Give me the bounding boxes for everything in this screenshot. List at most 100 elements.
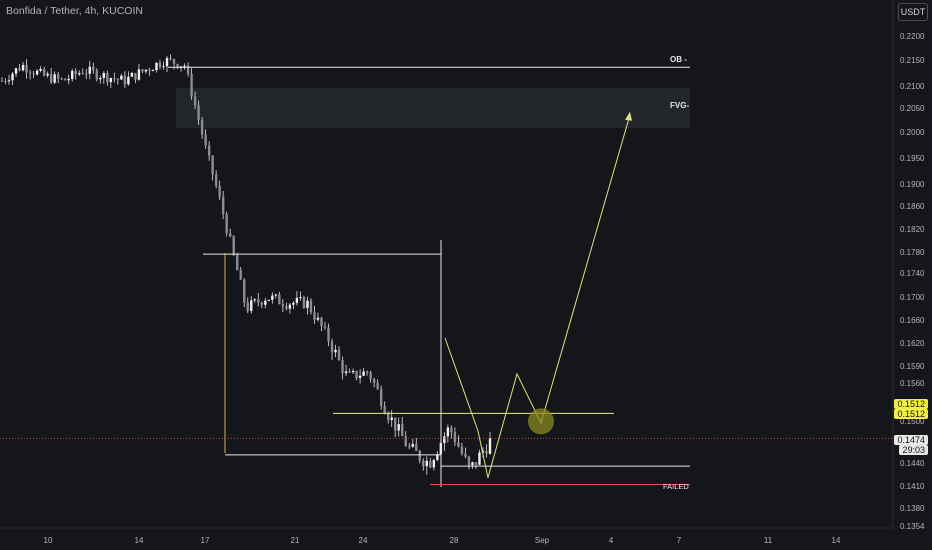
candle-body (288, 304, 292, 309)
candle-body (341, 359, 344, 374)
candle-body (309, 300, 313, 313)
time-tick-label: 17 (201, 536, 210, 545)
candle-body (485, 451, 488, 454)
candle-body (408, 446, 411, 448)
candle-body (478, 452, 481, 465)
candle-body (109, 78, 113, 83)
time-axis[interactable]: 10 14 17 21 24 28 Sep 4 7 11 14 (44, 536, 841, 545)
candle-body (355, 370, 358, 379)
price-tick-label: 0.1820 (900, 225, 925, 234)
candle-body (281, 304, 285, 307)
candle-body (4, 80, 7, 82)
fvg-zone[interactable] (176, 88, 690, 128)
candle-body (130, 72, 134, 77)
candle-body (313, 312, 316, 320)
candle-body (299, 297, 302, 299)
candle-body (386, 413, 390, 421)
candle-body (141, 69, 144, 72)
currency-selector[interactable]: USDT (898, 3, 928, 21)
candle-body (415, 444, 418, 451)
candle-body (274, 294, 278, 296)
candle-body (334, 349, 337, 353)
price-tick-label: 0.1620 (900, 339, 925, 348)
candle-body (214, 174, 218, 186)
candle-body (190, 73, 193, 97)
candle-body (488, 438, 492, 454)
candle-body (7, 80, 11, 82)
candle-body (71, 70, 74, 79)
candle-body (376, 382, 379, 390)
candle-body (358, 375, 362, 379)
failed-label: FAILED (663, 482, 689, 491)
candle-body (151, 70, 155, 72)
candle-body (106, 72, 109, 83)
candle-body (207, 145, 211, 156)
candle-body (95, 70, 98, 80)
price-axis[interactable]: 0.2200 0.2150 0.2100 0.2050 0.2000 0.1950 0.19… (900, 32, 925, 531)
price-tick-label: 0.2050 (900, 104, 925, 113)
candle-body (200, 119, 204, 135)
candle-body (123, 75, 127, 85)
price-tick-label: 0.2000 (900, 128, 925, 137)
candle-body (144, 69, 148, 72)
candle-body (411, 444, 414, 447)
chart-title: Bonfida / Tether, 4h, KUCOIN (6, 5, 143, 17)
candle-body (197, 105, 200, 120)
projection-path[interactable] (487, 114, 631, 478)
candle-body (250, 300, 253, 311)
time-tick-label: 7 (677, 536, 682, 545)
price-tick-label: 0.1380 (900, 504, 925, 513)
candle-body (292, 302, 295, 305)
candle-body (0, 80, 4, 82)
entry-highlight-circle[interactable] (528, 408, 554, 435)
candle-body (46, 73, 49, 76)
candle-body (11, 73, 14, 81)
candle-body (172, 59, 176, 65)
candle-body (457, 442, 460, 447)
candle-body (148, 69, 151, 71)
price-tick-label: 0.1660 (900, 316, 925, 325)
candle-body (432, 460, 436, 468)
candle-body (401, 424, 404, 437)
candle-body (453, 432, 457, 443)
candle-body (39, 68, 42, 71)
price-tick-label: 0.1860 (900, 202, 925, 211)
candle-body (155, 62, 158, 71)
candle-body (158, 62, 162, 67)
candle-body (471, 462, 474, 466)
candle-body (165, 58, 169, 67)
candle-body (85, 73, 88, 75)
candle-body (372, 379, 376, 383)
countdown-tag: 29:03 (899, 445, 928, 455)
price-tick-label: 0.1700 (900, 293, 925, 302)
candle-body (134, 72, 137, 80)
candle-body (390, 417, 393, 421)
candle-body (204, 134, 207, 146)
candle-body (221, 196, 225, 215)
candle-body (14, 68, 18, 74)
candle-body (25, 64, 28, 73)
candle-body (306, 300, 309, 308)
candle-body (257, 299, 260, 303)
price-tick-label: 0.1500 (900, 417, 925, 426)
candle-body (18, 68, 21, 71)
candle-body (302, 297, 306, 308)
candle-body (365, 371, 369, 373)
candle-body (253, 299, 256, 301)
candle-body (28, 72, 32, 74)
drop-leg[interactable] (444, 337, 489, 479)
price-tick-label: 0.2100 (900, 82, 925, 91)
time-tick-label: 4 (609, 536, 614, 545)
candle-body (67, 78, 70, 81)
time-tick-label: 11 (764, 536, 773, 545)
candle-body (362, 371, 365, 376)
candle-body (320, 317, 323, 327)
price-tag-level-b: 0.1512 (894, 409, 928, 419)
candle-body (429, 460, 432, 468)
time-tick-label: 10 (44, 536, 53, 545)
drawing-overlays[interactable] (0, 66, 893, 487)
candle-body (246, 302, 249, 311)
candle-body (337, 349, 341, 360)
price-tick-label: 0.2200 (900, 32, 925, 41)
